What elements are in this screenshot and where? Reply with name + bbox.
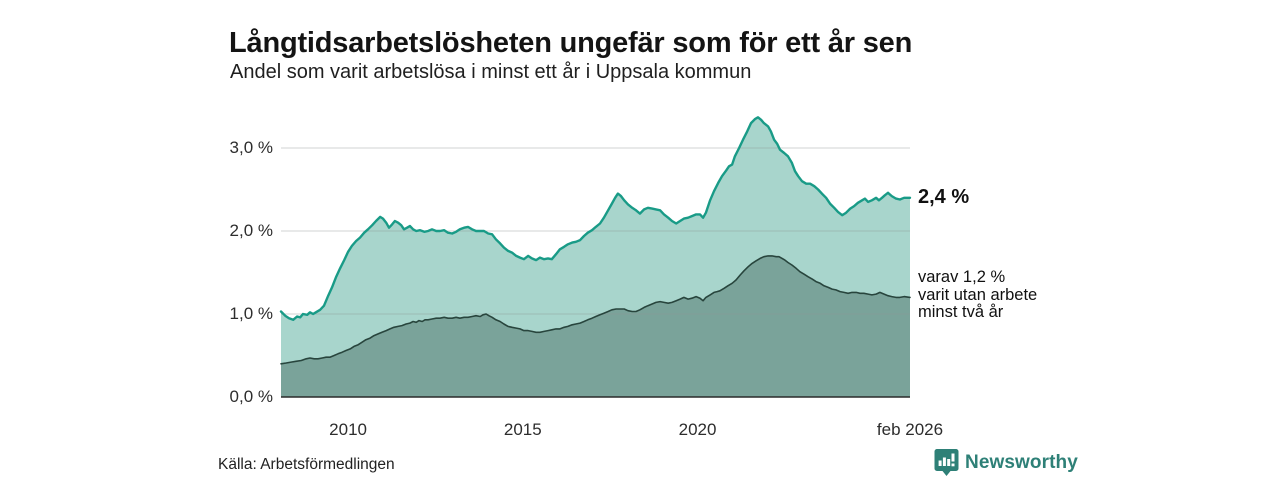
newsworthy-wordmark: Newsworthy bbox=[965, 451, 1078, 473]
series-end-label-total: 2,4 % bbox=[918, 186, 970, 208]
y-axis-tick-label: 1,0 % bbox=[229, 304, 273, 323]
series-twoyear-line bbox=[280, 255, 911, 365]
x-axis-tick-label: 2010 bbox=[329, 420, 367, 439]
y-axis-tick-label: 2,0 % bbox=[229, 221, 273, 240]
chart-subtitle: Andel som varit arbetslösa i minst ett å… bbox=[230, 61, 752, 83]
newsworthy-badge-icon bbox=[934, 449, 959, 476]
series-twoyear-fill bbox=[281, 255, 910, 397]
gridlines bbox=[281, 147, 910, 315]
note-line-2: varit utan arbete bbox=[918, 285, 1038, 304]
x-axis-tick-label: 2015 bbox=[503, 420, 542, 439]
source-credit: Källa: Arbetsförmedlingen bbox=[218, 456, 395, 473]
x-axis-tick-label: feb 2026 bbox=[876, 420, 944, 439]
note-line-3: minst två år bbox=[918, 303, 1004, 321]
area-chart bbox=[279, 116, 912, 398]
series-end-label-twoyear: varav 1,2 % varit utan arbete minst två … bbox=[918, 268, 1038, 322]
series-total-line bbox=[279, 116, 912, 321]
y-axis-tick-label: 3,0 % bbox=[229, 138, 273, 157]
page-title: Långtidsarbetslösheten ungefär som för e… bbox=[229, 27, 913, 60]
note-line-1: varav 1,2 % bbox=[918, 268, 1006, 286]
y-axis-tick-label: 0,0 % bbox=[229, 387, 273, 406]
x-axis-tick-label: 2020 bbox=[678, 420, 717, 439]
newsworthy-logo: Newsworthy bbox=[934, 448, 1078, 477]
